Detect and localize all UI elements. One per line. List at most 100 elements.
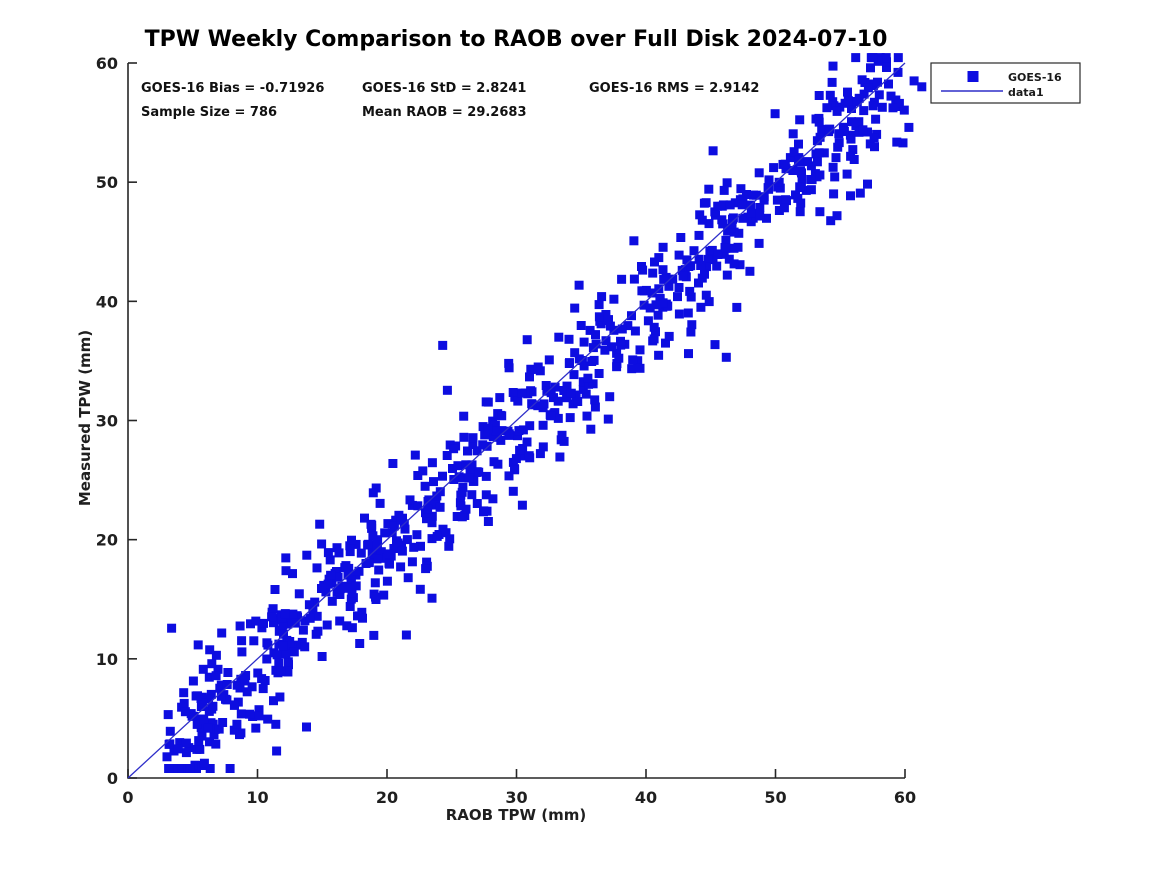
scatter-point — [457, 487, 467, 497]
scatter-point — [468, 433, 478, 443]
scatter-point — [372, 554, 382, 564]
scatter-point — [708, 146, 718, 156]
scatter-point — [764, 175, 774, 185]
scatter-point — [511, 454, 521, 464]
scatter-point — [312, 563, 322, 573]
scatter-point — [873, 77, 882, 87]
scatter-point — [449, 444, 459, 454]
scatter-point — [427, 458, 437, 468]
scatter-point — [192, 719, 202, 729]
scatter-point — [461, 460, 471, 470]
scatter-point — [164, 764, 174, 773]
scatter-point — [508, 486, 518, 496]
scatter-point — [461, 504, 471, 514]
scatter-point — [616, 336, 625, 346]
scatter-point — [674, 309, 684, 319]
scatter-point — [483, 517, 493, 526]
scatter-point — [594, 312, 604, 322]
scatter-point — [281, 553, 291, 563]
scatter-point — [719, 249, 729, 259]
scatter-point — [796, 198, 806, 208]
scatter-point — [326, 570, 336, 580]
scatter-point — [590, 402, 600, 412]
scatter-point — [504, 471, 514, 481]
scatter-point — [391, 515, 401, 525]
scatter-point — [565, 413, 575, 423]
scatter-point — [737, 200, 747, 210]
scatter-point — [645, 303, 655, 313]
scatter-point — [268, 604, 278, 614]
legend-label-goes16: GOES-16 — [1008, 71, 1062, 84]
scatter-point — [369, 630, 379, 640]
scatter-point — [859, 89, 869, 99]
scatter-point — [544, 355, 554, 365]
scatter-point — [815, 170, 825, 180]
scatter-point — [877, 102, 887, 112]
scatter-point — [869, 133, 879, 143]
scatter-point — [847, 117, 856, 127]
scatter-point — [578, 377, 588, 387]
scatter-point — [409, 542, 419, 552]
scatter-point — [333, 572, 343, 582]
scatter-point — [229, 725, 239, 735]
scatter-point — [442, 451, 452, 460]
scatter-point — [659, 274, 669, 284]
scatter-point — [701, 290, 711, 300]
scatter-point — [472, 446, 482, 456]
scatter-point — [647, 288, 657, 298]
scatter-point — [432, 531, 442, 541]
stat-bias: GOES-16 Bias = -0.71926 — [141, 81, 324, 96]
scatter-point — [582, 411, 592, 421]
scatter-point — [806, 185, 816, 195]
x-tick-label: 0 — [122, 788, 133, 807]
scatter-point — [452, 512, 462, 521]
scatter-point — [710, 207, 720, 217]
scatter-point — [827, 77, 837, 87]
scatter-point — [167, 623, 177, 633]
scatter-point — [650, 257, 659, 267]
scatter-point — [732, 302, 742, 312]
scatter-point — [801, 185, 811, 195]
scatter-point — [570, 303, 580, 313]
scatter-point — [355, 639, 365, 648]
scatter-point — [597, 292, 607, 302]
y-tick-label: 40 — [96, 292, 118, 311]
scatter-point — [685, 286, 695, 296]
scatter-point — [513, 431, 522, 441]
scatter-point — [683, 308, 693, 318]
scatter-point — [251, 723, 261, 733]
scatter-point — [356, 548, 366, 558]
scatter-point — [465, 467, 475, 476]
scatter-point — [162, 752, 172, 762]
scatter-point — [627, 364, 637, 374]
scatter-point — [586, 424, 596, 434]
chart-title: TPW Weekly Comparison to RAOB over Full … — [145, 27, 888, 52]
scatter-point — [855, 188, 865, 198]
scatter-point — [713, 201, 723, 211]
scatter-point — [199, 714, 209, 724]
scatter-point — [651, 300, 661, 310]
scatter-point — [566, 388, 576, 398]
stat-sample-size: Sample Size = 786 — [141, 105, 277, 120]
scatter-point — [812, 157, 822, 167]
scatter-point — [833, 142, 843, 152]
scatter-point — [627, 311, 636, 321]
scatter-point — [405, 495, 415, 505]
scatter-point — [277, 613, 287, 623]
scatter-point — [538, 442, 548, 452]
scatter-point — [497, 411, 507, 421]
scatter-point — [839, 127, 849, 136]
scatter-point — [623, 321, 633, 331]
scatter-point — [358, 613, 367, 623]
scatter-point — [788, 166, 798, 175]
y-tick-label: 50 — [96, 173, 118, 192]
scatter-point — [186, 709, 196, 719]
scatter-point — [175, 738, 185, 748]
scatter-point — [696, 261, 706, 270]
scatter-point — [559, 386, 569, 395]
scatter-point — [828, 61, 838, 71]
scatter-point — [397, 546, 407, 556]
scatter-point — [232, 719, 242, 729]
x-tick-label: 30 — [505, 788, 527, 807]
